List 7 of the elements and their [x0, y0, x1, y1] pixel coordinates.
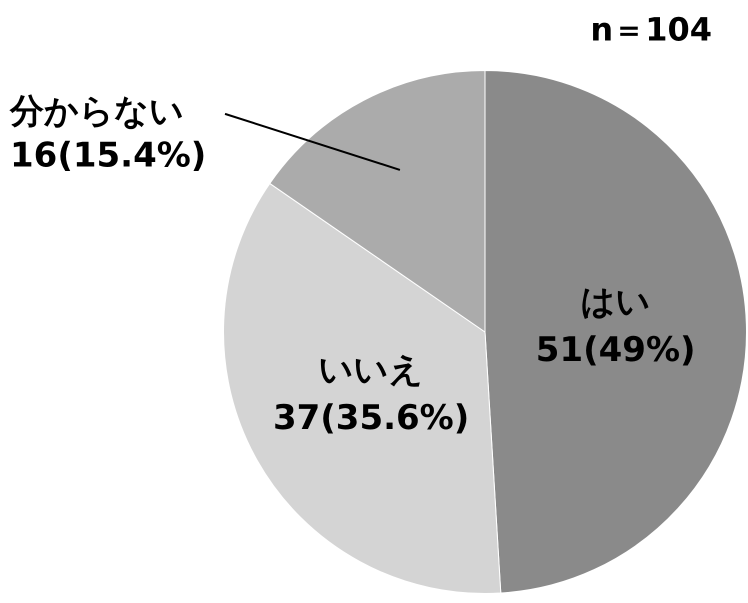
slice-label: はい [580, 282, 651, 322]
data-label: 37(35.6%) [272, 398, 470, 438]
text: n＝104 [590, 10, 712, 48]
slice-label: いいえ [318, 350, 424, 390]
data-label: 16(15.4%) [10, 136, 206, 176]
data-label: 51(49%) [536, 330, 696, 370]
slice-label: 分からない [9, 92, 184, 132]
